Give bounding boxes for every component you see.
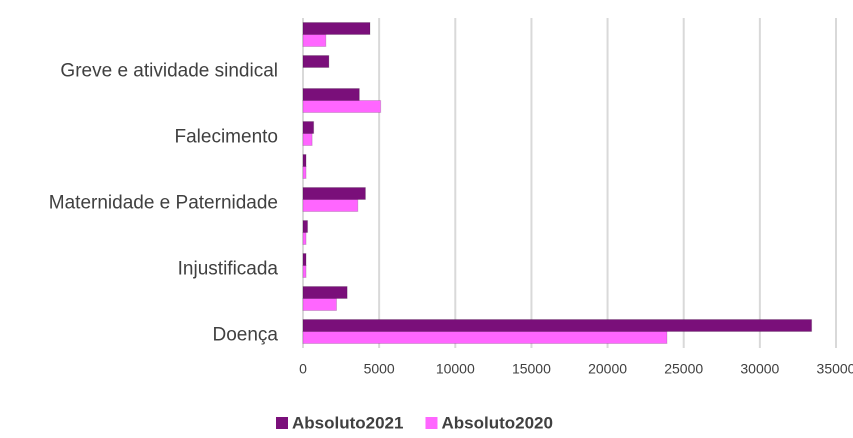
x-tick-label: 5000 [364,361,395,377]
bar [302,100,382,113]
bar [302,331,668,344]
x-tick-label: 0 [299,361,307,377]
bar [302,154,307,167]
legend-label: Absoluto2021 [292,413,403,432]
bar [302,220,309,233]
bar [302,232,307,245]
legend-swatch [276,417,288,429]
bar [302,166,307,179]
bar [302,253,307,266]
bar [302,298,338,311]
bar [302,187,366,200]
legend-swatch [425,417,438,429]
x-tick-label: 10000 [436,361,475,377]
bar [302,319,813,332]
x-tick-label: 30000 [740,361,779,377]
x-tick-label: 25000 [664,361,703,377]
bar [302,34,327,47]
x-tick-label: 15000 [512,361,551,377]
bar [302,199,359,212]
legend-label: Absoluto2020 [441,413,552,432]
bar [302,121,315,134]
bar [302,265,307,278]
y-tick-label: Greve e atividade sindical [60,61,278,82]
y-tick-label: Falecimento [175,127,279,148]
bar [302,55,330,68]
y-tick-label: Injustificada [178,259,279,280]
bar [302,133,313,146]
y-tick-label: Doença [213,325,279,346]
x-tick-label: 35000 [817,361,853,377]
bar [302,22,371,35]
x-tick-label: 20000 [588,361,627,377]
bar [302,286,348,299]
bar [302,88,360,101]
y-tick-label: Maternidade e Paternidade [49,193,278,214]
